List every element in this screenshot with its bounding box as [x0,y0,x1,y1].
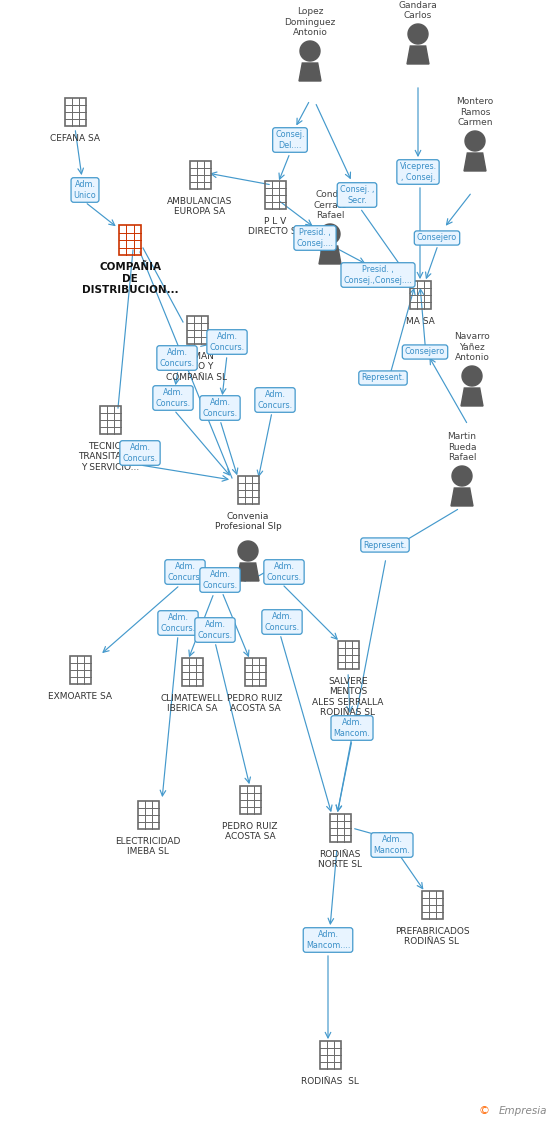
Text: EXMOARTE SA: EXMOARTE SA [48,692,112,701]
Text: ELECTRICIDAD
IMEBA SL: ELECTRICIDAD IMEBA SL [115,837,181,857]
Polygon shape [407,46,429,64]
Bar [320,1041,340,1069]
Text: Adm.
Concurs.: Adm. Concurs. [264,612,300,632]
Text: Navarro
Yañez
Antonio: Navarro Yañez Antonio [454,332,490,362]
Text: Adm.
Concurs.: Adm. Concurs. [156,389,190,408]
Bar [409,281,431,308]
Text: Presid. ,
Consej.,Consej....: Presid. , Consej.,Consej.... [344,266,412,285]
Text: Adm.
Unico: Adm. Unico [73,181,96,200]
Text: ©: © [479,1106,490,1116]
Text: Lopez
Dominguez
Antonio: Lopez Dominguez Antonio [284,7,335,37]
Text: PREFABRICADOS
RODIÑAS SL: PREFABRICADOS RODIÑAS SL [395,927,469,947]
Polygon shape [461,388,483,406]
Text: CLIMATEWELL
IBERICA SA: CLIMATEWELL IBERICA SA [161,694,223,713]
Text: Adm.
Mancom.: Adm. Mancom. [334,719,370,738]
Text: Adm.
Concurs.: Adm. Concurs. [160,348,194,367]
Bar [240,786,260,814]
Circle shape [320,224,340,244]
Bar [119,225,141,255]
Polygon shape [451,488,473,506]
Text: Montero
Ramos
Carmen: Montero Ramos Carmen [456,97,493,127]
Bar [422,890,442,919]
Text: Adm.
Concurs.: Adm. Concurs. [198,620,232,640]
Text: RODIÑAS  SL: RODIÑAS SL [301,1077,359,1086]
Bar [237,476,259,504]
Polygon shape [237,563,259,581]
Text: Adm.
Concurs.: Adm. Concurs. [167,563,203,582]
Text: Adm.
Concurs.: Adm. Concurs. [202,398,237,418]
Text: Consej. ,
Secr.: Consej. , Secr. [340,185,374,205]
Circle shape [408,24,428,44]
Text: AMBULANCIAS
EUROPA SA: AMBULANCIAS EUROPA SA [167,197,233,217]
Text: Empresia: Empresia [498,1106,547,1116]
Text: Consej.
Del....: Consej. Del.... [276,130,305,149]
Text: TECNICAS
TRANSITARIAS
Y SERVICIO...: TECNICAS TRANSITARIAS Y SERVICIO... [78,442,142,472]
Bar [181,658,203,686]
Text: Presid. ,
Consej....: Presid. , Consej.... [296,228,334,247]
Text: Adm.
Mancom.: Adm. Mancom. [374,835,410,854]
Bar [100,406,120,434]
Text: COMPAÑIA
DE
DISTRIBUCION...: COMPAÑIA DE DISTRIBUCION... [82,262,178,295]
Text: Represent.: Represent. [363,540,407,549]
Bar [138,801,158,829]
Polygon shape [464,153,486,171]
Text: Consejero: Consejero [417,234,457,243]
Polygon shape [299,63,321,81]
Text: MA SA: MA SA [405,318,435,325]
Text: Consejero: Consejero [405,348,445,356]
Text: PEDRO RUIZ
ACOSTA SA: PEDRO RUIZ ACOSTA SA [222,822,278,842]
Text: Represent.: Represent. [361,374,405,382]
Bar [64,98,86,127]
Bar [329,814,351,842]
Text: Adm.
Concurs.: Adm. Concurs. [209,332,245,351]
Text: SALVERE
MENTOS
ALES SERRALLA
RODIÑAS SL: SALVERE MENTOS ALES SERRALLA RODIÑAS SL [312,677,384,718]
Circle shape [465,131,485,151]
Text: Conde
Cerrato
Rafael: Conde Cerrato Rafael [313,190,347,220]
Circle shape [452,466,472,486]
Polygon shape [319,246,341,264]
Bar [264,181,286,209]
Circle shape [462,366,482,386]
Bar [186,316,208,344]
Text: RODIÑAS
NORTE SL: RODIÑAS NORTE SL [318,850,362,869]
Text: Adm.
Concurs.: Adm. Concurs. [202,571,237,590]
Text: CEFANA SA: CEFANA SA [50,134,100,144]
Text: Martin
Rueda
Rafael: Martin Rueda Rafael [447,432,477,462]
Bar [189,160,211,189]
Text: P L V
DIRECTO SL: P L V DIRECTO SL [248,217,302,236]
Bar [338,641,358,669]
Text: Adm.
Mancom....: Adm. Mancom.... [306,930,350,949]
Text: Areses
Gandara
Carlos: Areses Gandara Carlos [399,0,437,20]
Bar [245,658,265,686]
Text: PEDRO RUIZ
ACOSTA SA: PEDRO RUIZ ACOSTA SA [227,694,283,713]
Text: ROMAN
SACO Y
COMPAÑIA SL: ROMAN SACO Y COMPAÑIA SL [166,353,227,382]
Text: Adm.
Concurs.: Adm. Concurs. [258,390,292,410]
Text: Adm.
Concurs.: Adm. Concurs. [267,563,302,582]
Text: Vicepres.
, Consej.: Vicepres. , Consej. [399,163,437,182]
Circle shape [300,41,320,61]
Text: Convenia
Profesional Slp: Convenia Profesional Slp [214,512,281,531]
Text: Adm.
Concurs.: Adm. Concurs. [123,443,157,462]
Bar [69,657,91,684]
Circle shape [238,541,258,560]
Text: Adm.
Concurs.: Adm. Concurs. [160,614,195,633]
